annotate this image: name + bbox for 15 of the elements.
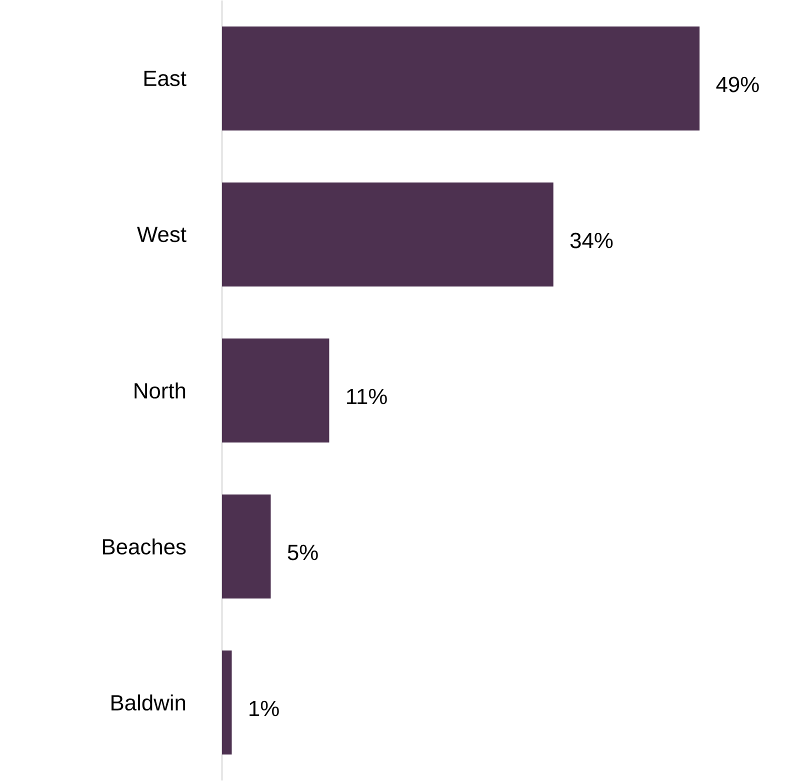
y-tick-label: East [144, 70, 186, 86]
bar [222, 338, 330, 442]
data-label: 1% [250, 700, 279, 716]
data-label: 11% [347, 388, 387, 404]
y-tick-label: North [134, 382, 186, 399]
data-label: 34% [570, 232, 613, 248]
y-tick-label: Beaches [103, 538, 186, 555]
data-label: 49% [716, 76, 759, 92]
y-tick-label: Baldwin [112, 694, 186, 711]
bar [222, 26, 700, 130]
bar [222, 182, 554, 286]
y-tick-label: West [137, 226, 186, 242]
bar [222, 494, 271, 598]
bar [222, 650, 232, 754]
data-label: 5% [288, 544, 318, 560]
